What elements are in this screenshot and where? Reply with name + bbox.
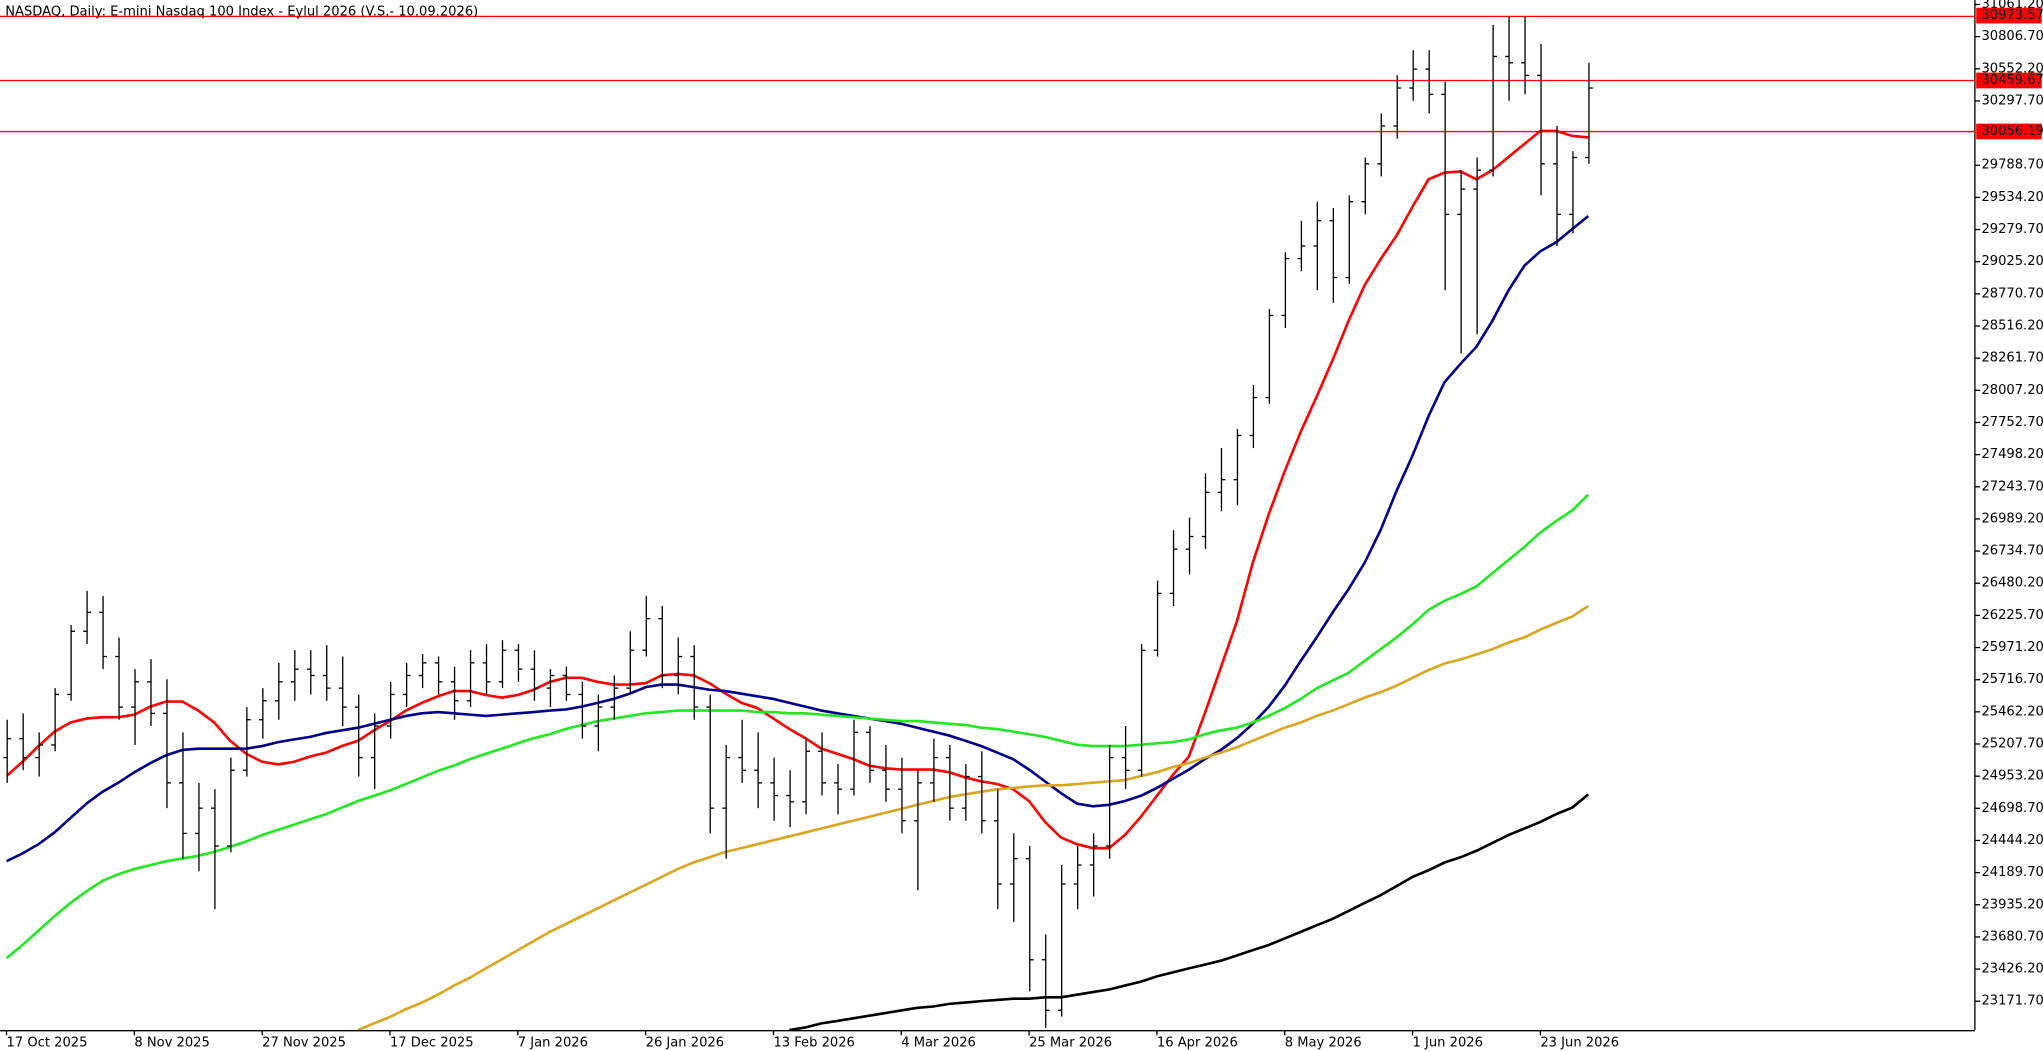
y-tick-label: 30297.70 xyxy=(1981,93,2043,108)
level-label: 30056.19 xyxy=(1981,124,2043,139)
x-tick-label: 4 Mar 2026 xyxy=(901,1036,976,1051)
y-tick-label: 25462.20 xyxy=(1981,704,2043,719)
y-tick-label: 29788.70 xyxy=(1981,158,2043,173)
x-tick-label: 17 Oct 2025 xyxy=(7,1036,88,1051)
level-label: 30973.57 xyxy=(1981,8,2043,23)
x-tick-label: 17 Dec 2025 xyxy=(390,1036,474,1051)
y-tick-label: 29279.70 xyxy=(1981,222,2043,237)
ma-line xyxy=(789,793,1590,1031)
overlay: 31061.20 30806.70 30552.20 30297.70 29788.70… xyxy=(5,0,2043,1051)
y-tick-label: 24953.20 xyxy=(1981,769,2043,784)
y-tick-label: 24189.70 xyxy=(1981,865,2043,880)
y-tick-label: 23935.20 xyxy=(1981,897,2043,912)
y-tick-label: 25207.70 xyxy=(1981,737,2043,752)
y-tick-label: 29025.20 xyxy=(1981,254,2043,269)
y-tick-label: 31061.20 xyxy=(1981,0,2043,12)
level-label-bg xyxy=(1976,7,2042,24)
ma-line xyxy=(5,129,1589,850)
x-tick-label: 13 Feb 2026 xyxy=(773,1036,854,1051)
y-tick-label: 23171.70 xyxy=(1981,994,2043,1009)
y-tick-label: 28516.20 xyxy=(1981,319,2043,334)
level-label-bg xyxy=(1976,123,2042,140)
y-tick-label: 30552.20 xyxy=(1981,61,2043,76)
y-tick-label: 26225.70 xyxy=(1981,608,2043,623)
y-tick-label: 29534.20 xyxy=(1981,190,2043,205)
ma-line xyxy=(357,604,1590,1031)
y-tick-label: 30806.70 xyxy=(1981,29,2043,44)
x-tick-label: 1 Jun 2026 xyxy=(1413,1036,1483,1051)
y-tick-label: 28770.70 xyxy=(1981,286,2043,301)
level-label: 30459.67 xyxy=(1981,73,2043,88)
y-tick-label: 24698.70 xyxy=(1981,801,2043,816)
y-tick-label: 24444.20 xyxy=(1981,833,2043,848)
plot-area xyxy=(0,15,1975,1031)
ma-line xyxy=(5,493,1590,960)
y-tick-label: 27752.70 xyxy=(1981,415,2043,430)
y-tick-label: 25716.70 xyxy=(1981,672,2043,687)
y-tick-label: 26989.20 xyxy=(1981,511,2043,526)
x-tick-label: 27 Nov 2025 xyxy=(262,1036,346,1051)
x-tick-label: 8 Nov 2025 xyxy=(134,1036,209,1051)
x-tick-label: 16 Apr 2026 xyxy=(1157,1036,1238,1051)
x-tick-label: 8 May 2026 xyxy=(1285,1036,1362,1051)
chart-title: NASDAQ, Daily: E-mini Nasdaq 100 Index -… xyxy=(5,4,478,19)
x-tick-label: 23 Jun 2026 xyxy=(1540,1036,1619,1051)
y-tick-label: 28007.20 xyxy=(1981,383,2043,398)
y-tick-label: 23680.70 xyxy=(1981,929,2043,944)
x-tick-label: 25 Mar 2026 xyxy=(1029,1036,1112,1051)
y-tick-label: 23426.20 xyxy=(1981,962,2043,977)
y-tick-label: 28261.70 xyxy=(1981,351,2043,366)
x-tick-label: 7 Jan 2026 xyxy=(518,1036,588,1051)
ma-line xyxy=(5,214,1590,863)
y-tick-label: 26734.70 xyxy=(1981,544,2043,559)
y-tick-label: 26480.20 xyxy=(1981,576,2043,591)
y-tick-label: 27243.70 xyxy=(1981,479,2043,494)
y-tick-label: 25971.20 xyxy=(1981,640,2043,655)
y-tick-label: 27498.20 xyxy=(1981,447,2043,462)
x-tick-label: 26 Jan 2026 xyxy=(646,1036,724,1051)
level-label-bg xyxy=(1976,72,2042,89)
